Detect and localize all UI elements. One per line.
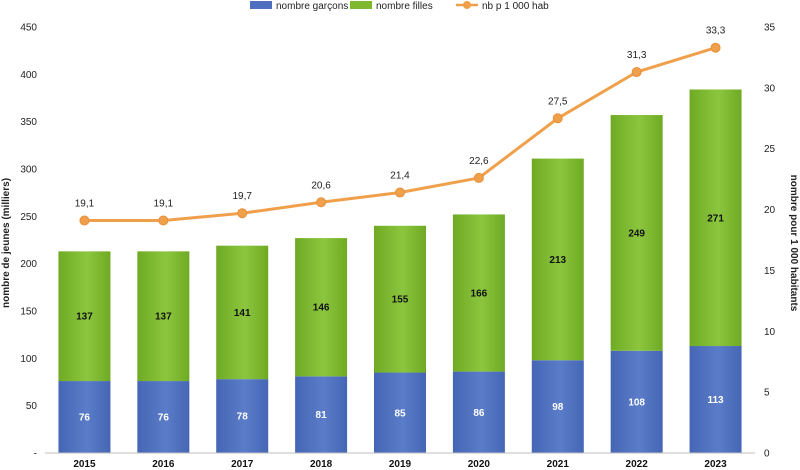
y-right-tick-label: 0	[764, 449, 770, 460]
y-right-tick-label: 25	[764, 144, 776, 155]
bar-garcons	[689, 346, 742, 453]
ratio-point-label: 21,4	[390, 171, 410, 182]
bar-garcons-label: 76	[158, 413, 170, 424]
y-left-tick-label: 200	[20, 259, 37, 270]
x-axis: 2015 2016 2017 2018 2019 2020 2021 2022 2023	[45, 452, 755, 470]
ratio-point-label: 19,7	[232, 191, 252, 202]
x-tick-label: 2016	[152, 459, 175, 470]
bar-garcons	[216, 379, 269, 453]
ratio-point	[631, 67, 642, 78]
ratio-point	[316, 197, 327, 208]
bar-filles	[137, 251, 190, 382]
legend-swatch-filles	[350, 1, 372, 9]
legend-label-filles: nombre filles	[376, 1, 433, 12]
bar-filles	[374, 225, 426, 373]
ratio-point	[473, 172, 484, 183]
ratio-point-label: 20,6	[311, 180, 331, 191]
bar-filles-label: 137	[76, 312, 93, 323]
ratio-line: 19,1 19,1 19,7 20,6 21,4 22,6 27,5 31,3 33,3	[75, 26, 726, 226]
ratio-point-label: 31,3	[627, 50, 647, 61]
bar-garcons	[374, 372, 426, 453]
ratio-point	[237, 208, 248, 219]
x-tick-label: 2018	[310, 459, 333, 470]
y-left-tick-label: -	[34, 449, 37, 460]
y-left-tick-label: 300	[20, 165, 37, 176]
y-left-tick-label: 350	[20, 117, 37, 128]
x-tick-label: 2019	[389, 459, 412, 470]
bar-filles-label: 137	[155, 312, 172, 323]
ratio-point-label: 27,5	[548, 96, 568, 107]
bar-filles-label: 146	[313, 303, 330, 314]
bar-filles	[531, 158, 584, 361]
y-right-tick-label: 15	[764, 266, 776, 277]
ratio-point-label: 19,1	[75, 199, 95, 210]
bar-filles-label: 213	[549, 255, 566, 266]
bar-garcons	[295, 376, 348, 453]
bar-garcons-label: 85	[394, 408, 406, 419]
y-left-tick-label: 400	[20, 70, 37, 81]
y-right-tick-label: 35	[764, 23, 776, 34]
ratio-point-label: 22,6	[469, 156, 489, 167]
bar-filles	[58, 251, 111, 382]
bar-garcons-label: 98	[552, 402, 564, 413]
x-tick-label: 2015	[73, 459, 96, 470]
legend-swatch-marker	[463, 1, 471, 9]
legend-label-ratio: nb p 1 000 hab	[482, 1, 549, 12]
y-left-tick-label: 150	[20, 307, 37, 318]
x-tick-label: 2021	[547, 459, 570, 470]
ratio-point	[395, 187, 405, 198]
bar-filles-label: 249	[628, 228, 645, 239]
bar-filles-label: 155	[392, 295, 409, 306]
ratio-point-label: 33,3	[706, 26, 726, 37]
legend: nombre garçons nombre filles nb p 1 000 …	[250, 1, 549, 12]
bar-garcons	[137, 381, 190, 453]
bar-filles-label: 271	[707, 213, 724, 224]
bar-garcons	[531, 360, 584, 453]
y-axis-title-left: nombre de jeunes (milliers)	[1, 178, 12, 308]
bar-filles	[452, 214, 505, 372]
y-left-tick-label: 50	[26, 401, 38, 412]
y-right-tick-label: 20	[764, 205, 776, 216]
bar-garcons	[58, 381, 111, 453]
bar-garcons	[452, 371, 505, 453]
x-tick-label: 2022	[626, 459, 649, 470]
y-axis-title-right: nombre pour 1 000 habitants	[788, 175, 799, 312]
y-left-tick-label: 100	[20, 354, 37, 365]
y-right-tick-label: 30	[764, 83, 776, 94]
x-tick-label: 2017	[231, 459, 254, 470]
y-left-tick-label: 450	[20, 23, 37, 34]
bar-garcons-label: 108	[628, 397, 645, 408]
bar-garcons-label: 78	[237, 412, 249, 423]
y-left-tick-label: 250	[20, 212, 37, 223]
bar-garcons	[610, 350, 663, 453]
legend-label-garcons: nombre garçons	[276, 1, 348, 12]
y-right-tick-label: 10	[764, 327, 776, 338]
bar-filles-label: 141	[234, 308, 251, 319]
ratio-point	[79, 215, 90, 226]
x-tick-label: 2023	[704, 459, 727, 470]
ratio-point	[552, 113, 563, 124]
bar-filles-label: 166	[471, 289, 488, 300]
bar-filles	[295, 238, 348, 377]
ratio-point-label: 19,1	[154, 199, 174, 210]
y-axis-left: - 50 100 150 200 250 300 350 400 450	[20, 23, 37, 460]
bars: 76 137 76 137 78 141 81 146 85 155 86 166 98 213 108 24…	[58, 89, 742, 453]
legend-swatch-garcons	[250, 1, 272, 9]
bar-filles	[216, 245, 269, 380]
ratio-point	[158, 215, 169, 226]
y-axis-right: 0 5 10 15 20 25 30 35	[764, 23, 776, 460]
bar-garcons-label: 86	[473, 408, 485, 419]
x-tick-label: 2020	[468, 459, 491, 470]
bar-filles	[689, 89, 742, 347]
bar-filles	[610, 115, 663, 351]
bar-garcons-label: 81	[316, 410, 328, 421]
bar-garcons-label: 76	[79, 413, 91, 424]
bar-garcons-label: 113	[707, 395, 724, 406]
ratio-point	[710, 42, 721, 53]
y-right-tick-label: 5	[764, 388, 770, 399]
